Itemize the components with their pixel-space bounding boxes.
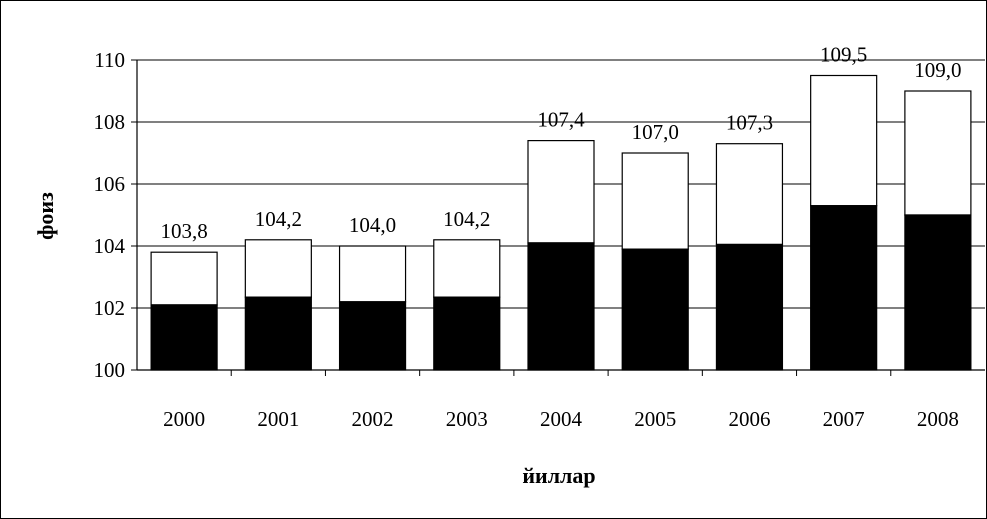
y-tick-labels: 100 102 104 106 108 110: [94, 48, 126, 382]
y-tick-label: 106: [94, 172, 126, 196]
axes: [136, 60, 985, 371]
data-label: 109,0: [914, 58, 961, 82]
x-tick-label: 2001: [257, 407, 299, 431]
bar-lower-segment: [150, 304, 218, 371]
bar-upper-segment: [338, 245, 407, 303]
x-tick-labels: 2000 2001 2002 2003 2004 2005 2006 2007 2008: [163, 407, 959, 431]
bar-lower-segment: [810, 205, 878, 371]
data-labels: 103,8 104,2 104,0 104,2 107,4 107,0 107,3 109,5…: [160, 43, 961, 244]
bar-lower-segment: [715, 243, 784, 371]
bar-upper-segment: [150, 251, 218, 306]
bar-lower-segment: [433, 296, 501, 371]
x-tick-label: 2003: [446, 407, 488, 431]
y-tick-label: 104: [94, 234, 126, 258]
y-tick-label: 108: [94, 110, 126, 134]
bar-lower-segment: [244, 296, 312, 371]
y-tick-label: 102: [94, 296, 126, 320]
bar-upper-segment: [433, 239, 501, 298]
data-label: 103,8: [160, 219, 207, 243]
y-axis-title: фоиз: [33, 192, 58, 240]
bar-upper-segment: [621, 152, 689, 250]
data-label: 107,4: [537, 108, 585, 132]
x-tick-label: 2007: [823, 407, 865, 431]
y-tick-label: 100: [94, 358, 126, 382]
x-tick-label: 2008: [917, 407, 959, 431]
x-axis-title: йиллар: [522, 463, 595, 488]
x-tick-label: 2002: [352, 407, 394, 431]
x-tick-label: 2000: [163, 407, 205, 431]
data-label: 107,0: [632, 120, 679, 144]
bar-lower-segment: [527, 242, 595, 371]
bar-lower-segment: [338, 301, 407, 371]
bar-upper-segment: [715, 143, 784, 246]
bar-upper-segment: [904, 90, 972, 216]
data-label: 104,0: [349, 213, 396, 237]
data-label: 104,2: [255, 207, 302, 231]
x-tick-label: 2005: [634, 407, 676, 431]
bar-upper-segment: [244, 239, 312, 298]
bar-upper-segment: [810, 74, 878, 207]
x-tick-label: 2006: [728, 407, 770, 431]
data-label: 109,5: [820, 43, 867, 67]
bar-lower-segment: [621, 248, 689, 371]
data-label: 107,3: [726, 111, 773, 135]
data-label: 104,2: [443, 207, 490, 231]
bar-upper-segment: [527, 140, 595, 244]
bar-lower-segment: [904, 214, 972, 371]
y-tick-label: 110: [94, 48, 125, 72]
x-tick-label: 2004: [540, 407, 583, 431]
bars: [150, 74, 972, 371]
